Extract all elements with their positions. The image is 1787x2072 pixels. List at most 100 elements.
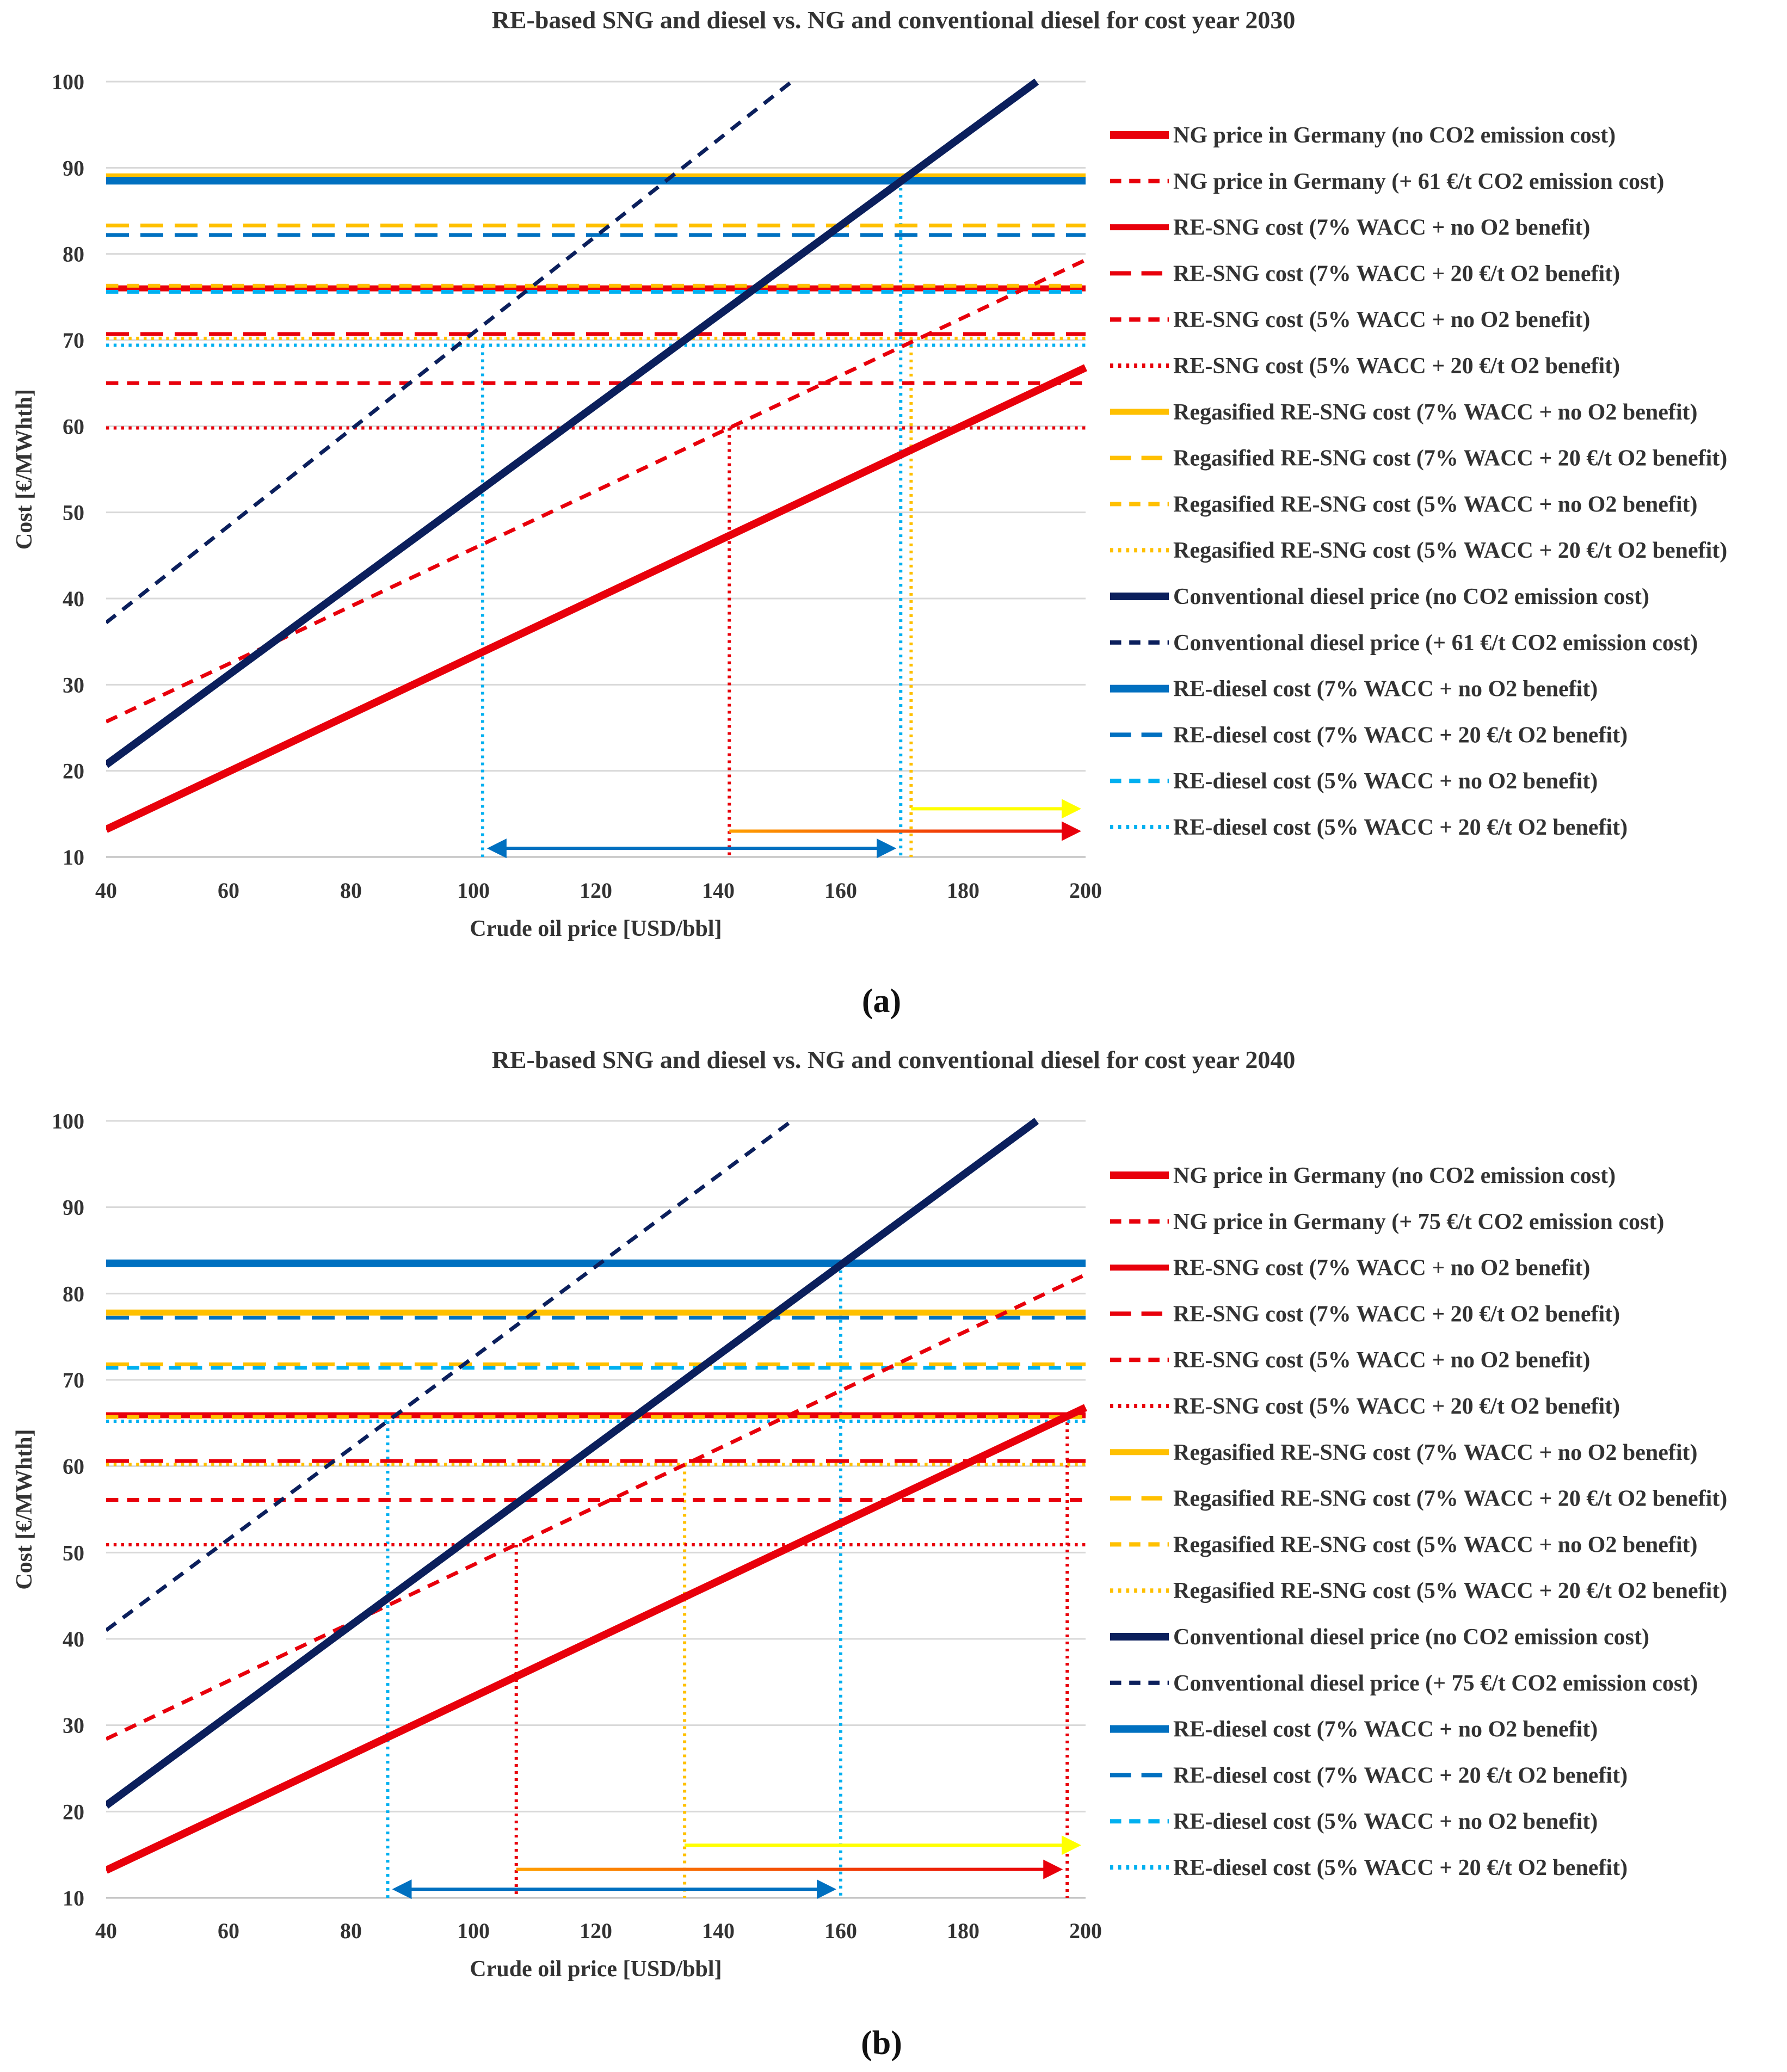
legend-label: RE-diesel cost (5% WACC + no O2 benefit) (1173, 1809, 1598, 1834)
legend-label: Regasified RE-SNG cost (7% WACC + 20 €/t… (1173, 446, 1727, 471)
legend-item: RE-diesel cost (7% WACC + 20 €/t O2 bene… (1110, 723, 1628, 748)
y-tick-label: 20 (63, 1799, 84, 1824)
legend-item: RE-SNG cost (5% WACC + 20 €/t O2 benefit… (1110, 1394, 1620, 1419)
legend-label: RE-SNG cost (5% WACC + no O2 benefit) (1173, 1348, 1590, 1373)
legend-item: Conventional diesel price (+ 75 €/t CO2 … (1110, 1671, 1698, 1696)
plot-area (106, 1118, 1087, 1898)
x-tick-label: 180 (947, 878, 979, 903)
x-tick-label: 140 (702, 878, 735, 903)
legend-label: Regasified RE-SNG cost (5% WACC + no O2 … (1173, 492, 1697, 517)
legend-label: RE-SNG cost (7% WACC + no O2 benefit) (1173, 215, 1590, 240)
y-tick-label: 20 (63, 759, 84, 784)
legend-label: Conventional diesel price (no CO2 emissi… (1173, 1625, 1649, 1650)
legend-label: NG price in Germany (+ 61 €/t CO2 emissi… (1173, 169, 1664, 194)
legend-item: RE-SNG cost (7% WACC + 20 €/t O2 benefit… (1110, 1302, 1620, 1327)
legend-item: RE-SNG cost (5% WACC + no O2 benefit) (1110, 307, 1590, 332)
y-tick-label: 70 (63, 1368, 84, 1392)
panel-label: (a) (862, 983, 901, 1020)
legend-label: NG price in Germany (+ 75 €/t CO2 emissi… (1173, 1210, 1664, 1235)
legend-item: RE-diesel cost (7% WACC + no O2 benefit) (1110, 677, 1598, 702)
chart-panel-a: RE-based SNG and diesel vs. NG and conve… (12, 6, 1727, 1020)
legend-item: RE-diesel cost (5% WACC + 20 €/t O2 bene… (1110, 1855, 1628, 1880)
legend-label: RE-diesel cost (7% WACC + 20 €/t O2 bene… (1173, 723, 1628, 748)
legend-label: RE-diesel cost (7% WACC + 20 €/t O2 bene… (1173, 1763, 1628, 1788)
legend-item: NG price in Germany (no CO2 emission cos… (1110, 123, 1616, 148)
legend-label: Regasified RE-SNG cost (5% WACC + no O2 … (1173, 1532, 1697, 1557)
x-tick-label: 160 (824, 1919, 857, 1943)
chart-title: RE-based SNG and diesel vs. NG and conve… (492, 1046, 1296, 1074)
legend: NG price in Germany (no CO2 emission cos… (1110, 123, 1727, 840)
x-tick-label: 120 (580, 1919, 612, 1943)
legend-item: Regasified RE-SNG cost (7% WACC + no O2 … (1110, 400, 1697, 425)
legend-label: RE-SNG cost (7% WACC + no O2 benefit) (1173, 1256, 1590, 1281)
y-tick-label: 40 (63, 1627, 84, 1651)
y-tick-label: 10 (63, 1886, 84, 1910)
legend-item: RE-SNG cost (5% WACC + no O2 benefit) (1110, 1348, 1590, 1373)
x-tick-label: 80 (340, 878, 362, 903)
legend-item: Regasified RE-SNG cost (5% WACC + no O2 … (1110, 492, 1697, 517)
legend-label: RE-diesel cost (5% WACC + 20 €/t O2 bene… (1173, 815, 1628, 840)
legend-item: Conventional diesel price (no CO2 emissi… (1110, 584, 1649, 609)
legend-item: RE-diesel cost (5% WACC + no O2 benefit) (1110, 1809, 1598, 1834)
y-tick-label: 100 (52, 70, 84, 94)
legend-item: Regasified RE-SNG cost (7% WACC + no O2 … (1110, 1440, 1697, 1465)
legend-item: RE-diesel cost (5% WACC + 20 €/t O2 bene… (1110, 815, 1628, 840)
x-axis-label: Crude oil price [USD/bbl] (470, 1957, 722, 1982)
y-tick-label: 100 (52, 1109, 84, 1133)
series-line (106, 1118, 1039, 1809)
x-tick-label: 140 (702, 1919, 735, 1943)
y-tick-label: 70 (63, 328, 84, 353)
panel-label: (b) (861, 2025, 902, 2062)
legend-label: Conventional diesel price (+ 75 €/t CO2 … (1173, 1671, 1698, 1696)
legend-label: Regasified RE-SNG cost (7% WACC + no O2 … (1173, 1440, 1697, 1465)
y-axis-label: Cost [€/MWhth] (12, 389, 37, 550)
legend-item: RE-diesel cost (5% WACC + no O2 benefit) (1110, 769, 1598, 794)
legend-item: RE-diesel cost (7% WACC + 20 €/t O2 bene… (1110, 1763, 1628, 1788)
series-line (106, 1273, 1087, 1741)
legend-label: Regasified RE-SNG cost (5% WACC + 20 €/t… (1173, 1578, 1727, 1604)
legend-label: Regasified RE-SNG cost (7% WACC + no O2 … (1173, 400, 1697, 425)
legend-label: Conventional diesel price (+ 61 €/t CO2 … (1173, 631, 1698, 656)
chart-panel-b: RE-based SNG and diesel vs. NG and conve… (12, 1046, 1727, 2062)
x-tick-label: 160 (824, 878, 857, 903)
x-tick-label: 200 (1069, 1919, 1102, 1943)
y-tick-label: 30 (63, 1713, 84, 1738)
series-line (106, 258, 1087, 724)
legend-label: Regasified RE-SNG cost (7% WACC + 20 €/t… (1173, 1487, 1727, 1512)
series-line (106, 78, 1039, 768)
legend-label: RE-diesel cost (7% WACC + no O2 benefit) (1173, 677, 1598, 702)
legend-label: RE-diesel cost (5% WACC + 20 €/t O2 bene… (1173, 1855, 1628, 1880)
x-tick-label: 60 (218, 878, 239, 903)
legend-label: RE-diesel cost (5% WACC + no O2 benefit) (1173, 769, 1598, 794)
y-axis-label: Cost [€/MWhth] (12, 1429, 37, 1589)
legend-item: Conventional diesel price (+ 61 €/t CO2 … (1110, 631, 1698, 656)
x-tick-label: 120 (580, 878, 612, 903)
legend-item: RE-SNG cost (7% WACC + 20 €/t O2 benefit… (1110, 261, 1620, 286)
y-tick-label: 80 (63, 1281, 84, 1306)
y-tick-label: 50 (63, 1540, 84, 1565)
x-tick-label: 80 (340, 1919, 362, 1943)
legend-label: Regasified RE-SNG cost (5% WACC + 20 €/t… (1173, 538, 1727, 563)
series-line (106, 80, 793, 625)
y-tick-label: 10 (63, 845, 84, 869)
x-tick-label: 100 (457, 1919, 490, 1943)
y-tick-label: 60 (63, 1454, 84, 1479)
legend-item: Regasified RE-SNG cost (7% WACC + 20 €/t… (1110, 446, 1727, 471)
legend-item: NG price in Germany (no CO2 emission cos… (1110, 1163, 1616, 1188)
legend-label: RE-SNG cost (5% WACC + 20 €/t O2 benefit… (1173, 354, 1620, 379)
series-line (106, 1119, 793, 1632)
legend-item: Regasified RE-SNG cost (7% WACC + 20 €/t… (1110, 1487, 1727, 1512)
x-tick-label: 100 (457, 878, 490, 903)
legend-item: Conventional diesel price (no CO2 emissi… (1110, 1625, 1649, 1650)
y-tick-label: 50 (63, 501, 84, 525)
legend-label: RE-SNG cost (5% WACC + no O2 benefit) (1173, 307, 1590, 332)
legend-label: RE-SNG cost (5% WACC + 20 €/t O2 benefit… (1173, 1394, 1620, 1419)
legend-label: NG price in Germany (no CO2 emission cos… (1173, 1163, 1616, 1188)
y-tick-label: 90 (63, 156, 84, 180)
x-tick-label: 180 (947, 1919, 979, 1943)
legend-item: Regasified RE-SNG cost (5% WACC + no O2 … (1110, 1532, 1697, 1557)
y-tick-label: 60 (63, 414, 84, 439)
legend-item: RE-SNG cost (7% WACC + no O2 benefit) (1110, 215, 1590, 240)
y-tick-label: 30 (63, 673, 84, 697)
